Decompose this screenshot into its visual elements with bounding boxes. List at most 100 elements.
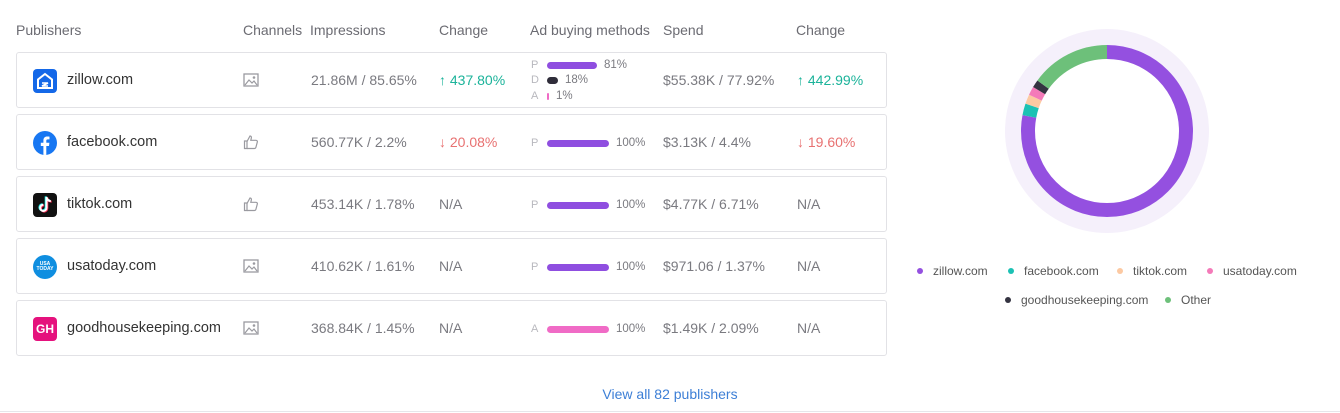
legend-item[interactable]: facebook.com [1008,264,1099,278]
publisher-name[interactable]: usatoday.com [67,258,157,274]
thumbs-up-icon [243,115,259,169]
legend-swatch [1165,297,1171,303]
table-row[interactable]: GH goodhousekeeping.com 368.84K / 1.45% … [16,300,887,356]
spend-value: $971.06 / 1.37% [663,258,765,274]
legend-label: tiktok.com [1133,264,1188,278]
method-bar [547,263,609,271]
method-bar [547,76,558,84]
legend-label: usatoday.com [1223,264,1297,278]
legend-item[interactable]: goodhousekeeping.com [1005,293,1148,307]
view-all-publishers-link[interactable]: View all 82 publishers [602,386,738,402]
facebook-logo-icon [33,131,57,155]
method-line: A 1% [531,90,573,102]
image-icon [243,53,259,107]
goodhousekeeping-logo-icon: GH [33,317,57,341]
impressions-value: 368.84K / 1.45% [311,320,415,336]
header-spend: Spend [663,22,704,38]
donut-slice-other[interactable] [1021,45,1193,217]
legend-item[interactable]: usatoday.com [1207,264,1297,278]
spend-change: N/A [797,258,821,274]
spend-change: N/A [797,196,821,212]
impressions-change: N/A [439,196,463,212]
header-change: Change [439,22,489,38]
method-letter: P [531,199,539,211]
method-bar [547,92,549,100]
publisher-name[interactable]: zillow.com [67,72,134,88]
legend-label: goodhousekeeping.com [1021,293,1149,307]
method-line: P 81% [531,59,628,71]
publisher-name[interactable]: tiktok.com [67,196,133,212]
legend-swatch [1008,268,1014,274]
legend-label: Other [1181,293,1212,307]
publisher-name[interactable]: facebook.com [67,134,158,150]
legend-item[interactable]: zillow.com [917,264,988,278]
impressions-change: ↓ 20.08% [439,134,498,150]
spend-value: $3.13K / 4.4% [663,134,751,150]
legend-swatch [917,268,923,274]
table-row[interactable]: tiktok.com 453.14K / 1.78% N/A P 100% $4… [16,176,887,232]
spend-change: ↓ 19.60% [797,134,856,150]
method-line: A 100% [531,323,646,335]
impressions-value: 453.14K / 1.78% [311,196,415,212]
header-spend-change: Change [796,22,846,38]
method-line: D 18% [531,74,589,86]
impressions-change: ↑ 437.80% [439,72,506,88]
method-line: P 100% [531,137,646,149]
method-line: P 100% [531,261,646,273]
impressions-value: 410.62K / 1.61% [311,258,415,274]
spend-value: $55.38K / 77.92% [663,72,775,88]
impressions-value: 21.86M / 85.65% [311,72,417,88]
legend-swatch [1117,268,1123,274]
tiktok-logo-icon [33,193,57,217]
method-bar [547,325,609,333]
method-letter: P [531,137,539,149]
method-percent: 81% [604,59,628,71]
header-publishers: Publishers [16,22,82,38]
table-row[interactable]: zillow.com 21.86M / 85.65% ↑ 437.80% P 8… [16,52,887,108]
method-letter: D [531,74,539,86]
method-letter: A [531,323,539,335]
method-letter: A [531,90,539,102]
method-percent: 100% [616,137,646,149]
impressions-value: 560.77K / 2.2% [311,134,407,150]
publisher-name[interactable]: goodhousekeeping.com [67,320,221,336]
spend-value: $1.49K / 2.09% [663,320,759,336]
table-row[interactable]: facebook.com 560.77K / 2.2% ↓ 20.08% P 1… [16,114,887,170]
method-percent: 100% [616,261,646,273]
impressions-change: N/A [439,320,463,336]
method-bar [547,201,609,209]
legend-item[interactable]: Other [1165,293,1211,307]
legend-swatch [1207,268,1213,274]
legend-item[interactable]: tiktok.com [1117,264,1187,278]
legend-label: facebook.com [1024,264,1099,278]
table-row[interactable]: USA TODAY usatoday.com 410.62K / 1.61% N… [16,238,887,294]
method-letter: P [531,261,539,273]
method-letter: P [531,59,539,71]
header-channels: Channels [243,22,303,38]
header-impressions: Impressions [310,22,386,38]
zillow-logo-icon [33,69,57,93]
legend-swatch [1005,297,1011,303]
legend-label: zillow.com [933,264,988,278]
thumbs-up-icon [243,177,259,231]
method-percent: 100% [616,323,646,335]
donut-hole [1021,45,1193,217]
method-bar [547,139,609,147]
usatoday-logo-icon: USA TODAY [33,255,57,279]
spend-change: ↑ 442.99% [797,72,864,88]
method-bar [547,61,597,69]
divider [0,411,1340,412]
spend-change: N/A [797,320,821,336]
image-icon [243,301,259,355]
spend-donut-chart [1005,29,1209,233]
spend-value: $4.77K / 6.71% [663,196,759,212]
view-all-publishers-link-container: View all 82 publishers [0,386,1340,402]
impressions-change: N/A [439,258,463,274]
method-percent: 18% [565,74,589,86]
method-percent: 100% [616,199,646,211]
table-header: Publishers Channels Impressions Change A… [16,22,888,40]
method-percent: 1% [556,90,573,102]
method-line: P 100% [531,199,646,211]
header-ad-buying-methods: Ad buying methods [530,22,650,38]
image-icon [243,239,259,293]
